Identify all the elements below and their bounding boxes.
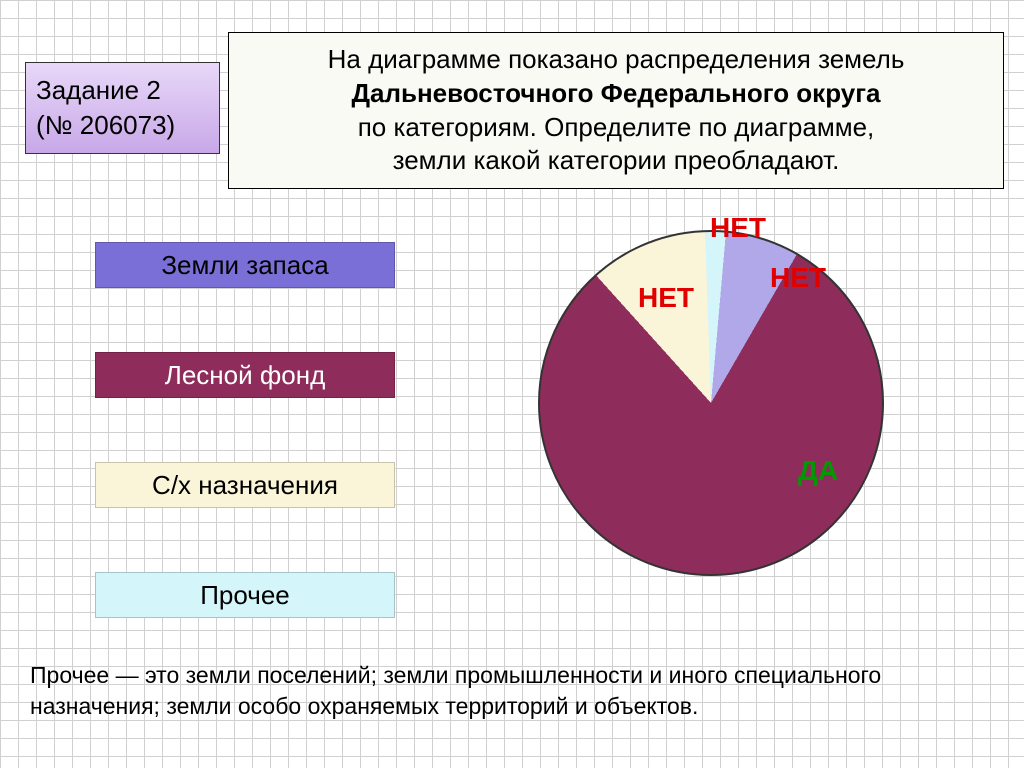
legend-label-2: Лесной фонд — [165, 360, 325, 391]
legend-label-1: Земли запаса — [161, 250, 328, 281]
annot-no-2: НЕТ — [770, 262, 826, 294]
desc-line2: Дальневосточного Федерального округа — [237, 77, 995, 111]
legend-item-zapas: Земли запаса — [95, 242, 395, 288]
task-title-line2: (№ 206073) — [36, 108, 209, 143]
description-box: На диаграмме показано распределения земе… — [228, 32, 1004, 189]
legend-item-prochee: Прочее — [95, 572, 395, 618]
legend-item-sh: С/х назначения — [95, 462, 395, 508]
legend-label-3: С/х назначения — [152, 470, 338, 501]
desc-line3: по категориям. Определите по диаграмме, — [237, 111, 995, 145]
annot-no-1: НЕТ — [710, 212, 766, 244]
legend-item-lesnoy: Лесной фонд — [95, 352, 395, 398]
annot-yes: ДА — [798, 455, 838, 487]
legend-label-4: Прочее — [200, 580, 290, 611]
pie-circle — [538, 230, 884, 576]
desc-line1: На диаграмме показано распределения земе… — [237, 43, 995, 77]
footnote: Прочее — это земли поселений; земли пром… — [30, 660, 1014, 722]
pie-chart: НЕТ НЕТ НЕТ ДА — [538, 230, 884, 576]
annot-no-3: НЕТ — [638, 282, 694, 314]
task-title-line1: Задание 2 — [36, 73, 209, 108]
desc-line4: земли какой категории преобладают. — [237, 144, 995, 178]
task-box: Задание 2 (№ 206073) — [25, 62, 220, 154]
